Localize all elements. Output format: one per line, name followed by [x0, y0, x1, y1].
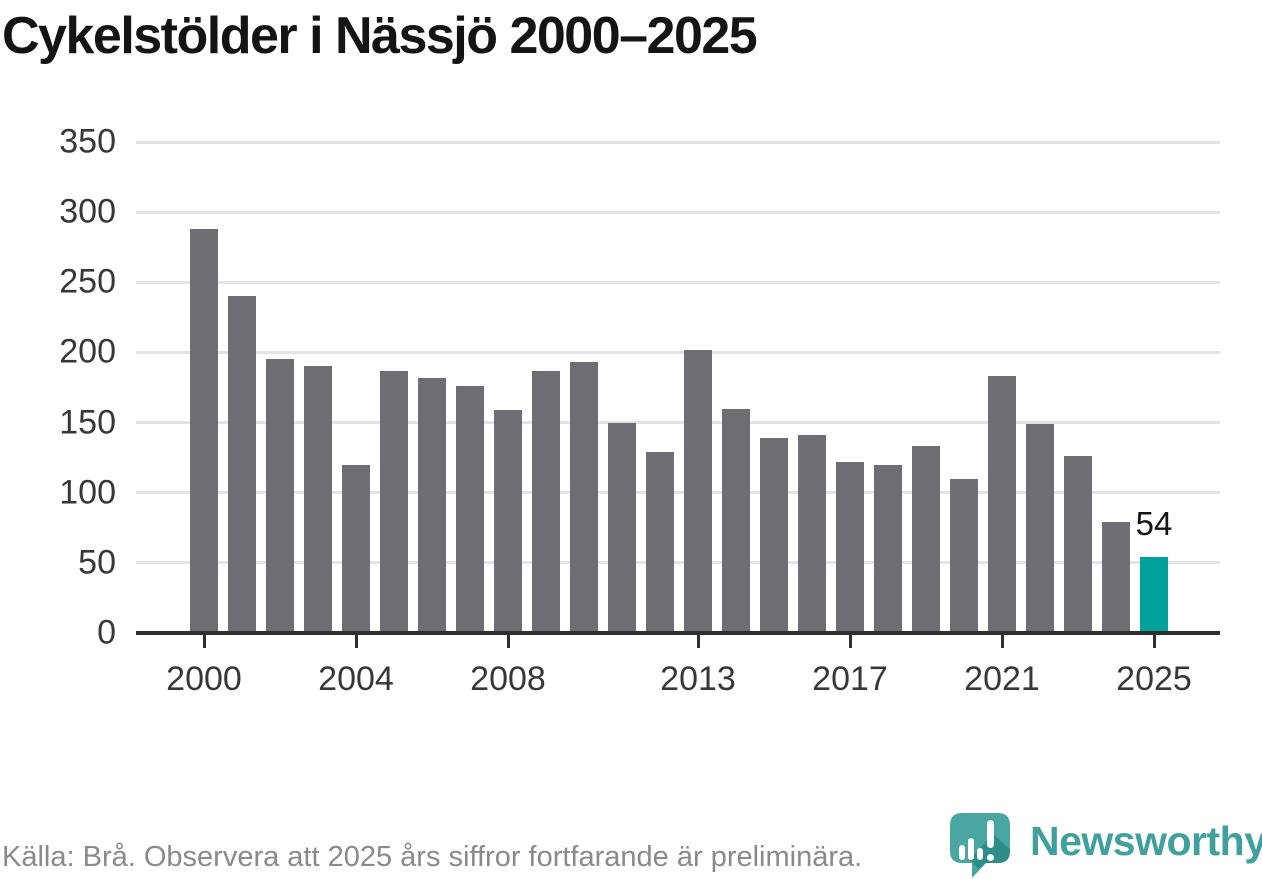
x-axis-label-2013: 2013: [660, 660, 736, 698]
bar-2013: [684, 349, 712, 633]
bar-2003: [304, 366, 332, 633]
x-tick-2025: [1152, 635, 1156, 648]
bar-2015: [760, 438, 788, 633]
bar-2020: [950, 478, 978, 633]
newsworthy-logo-text: Newsworthy: [1030, 818, 1262, 864]
x-axis-label-2025: 2025: [1116, 660, 1192, 698]
x-axis-label-2017: 2017: [812, 660, 888, 698]
newsworthy-logo-icon: [950, 813, 1010, 878]
bar-2016: [798, 435, 826, 633]
x-tick-2013: [696, 635, 700, 648]
newsworthy-logo: Newsworthy: [948, 811, 1262, 879]
y-axis-label-0: 0: [97, 613, 116, 652]
x-tick-2017: [848, 635, 852, 648]
bar-2024: [1102, 522, 1130, 633]
bar-2017: [836, 461, 864, 633]
y-axis: 0 50 100 150 200 250 300 350: [0, 123, 116, 652]
bar-2007: [456, 386, 484, 633]
x-axis-label-2000: 2000: [166, 660, 242, 698]
bar-2021: [988, 376, 1016, 633]
chart-title: Cykelstölder i Nässjö 2000–2025: [2, 7, 758, 65]
x-axis-label-2021: 2021: [964, 660, 1040, 698]
y-axis-label-250: 250: [59, 262, 116, 301]
bar-2019: [912, 446, 940, 633]
bar-2008: [494, 409, 522, 633]
bar-2004: [342, 464, 370, 633]
bar-2002: [266, 359, 294, 633]
bar-2023: [1064, 456, 1092, 633]
source-note: Källa: Brå. Observera att 2025 års siffr…: [2, 841, 863, 873]
y-axis-label-350: 350: [59, 122, 116, 161]
gridline-250: [136, 280, 1220, 284]
y-axis-label-300: 300: [59, 192, 116, 231]
gridline-150: [136, 421, 1220, 425]
y-axis-label-100: 100: [59, 473, 116, 512]
plot-area: [136, 140, 1220, 633]
bar-2009: [532, 370, 560, 633]
bar-2025-highlighted: [1140, 557, 1168, 633]
x-axis-label-2008: 2008: [470, 660, 546, 698]
bar-2005: [380, 370, 408, 633]
gridline-200: [136, 350, 1220, 354]
highlight-value-label: 54: [1135, 505, 1173, 543]
x-tick-2004: [354, 635, 358, 648]
y-axis-label-50: 50: [78, 543, 116, 582]
y-axis-label-200: 200: [59, 332, 116, 371]
bar-2022: [1026, 423, 1054, 633]
bar-2000: [190, 228, 218, 633]
x-tick-2000: [202, 635, 206, 648]
bar-2010: [570, 362, 598, 633]
gridline-50: [136, 561, 1220, 565]
bar-2001: [228, 296, 256, 633]
bar-2012: [646, 452, 674, 633]
x-tick-2021: [1000, 635, 1004, 648]
bar-2011: [608, 422, 636, 633]
x-axis-label-2004: 2004: [318, 660, 394, 698]
bar-2014: [722, 408, 750, 633]
gridline-100: [136, 491, 1220, 495]
gridline-350: [136, 140, 1220, 144]
x-tick-2008: [506, 635, 510, 648]
gridline-300: [136, 210, 1220, 214]
bar-2006: [418, 377, 446, 633]
y-axis-label-150: 150: [59, 403, 116, 442]
x-axis-line: [136, 631, 1220, 635]
bar-2018: [874, 464, 902, 633]
